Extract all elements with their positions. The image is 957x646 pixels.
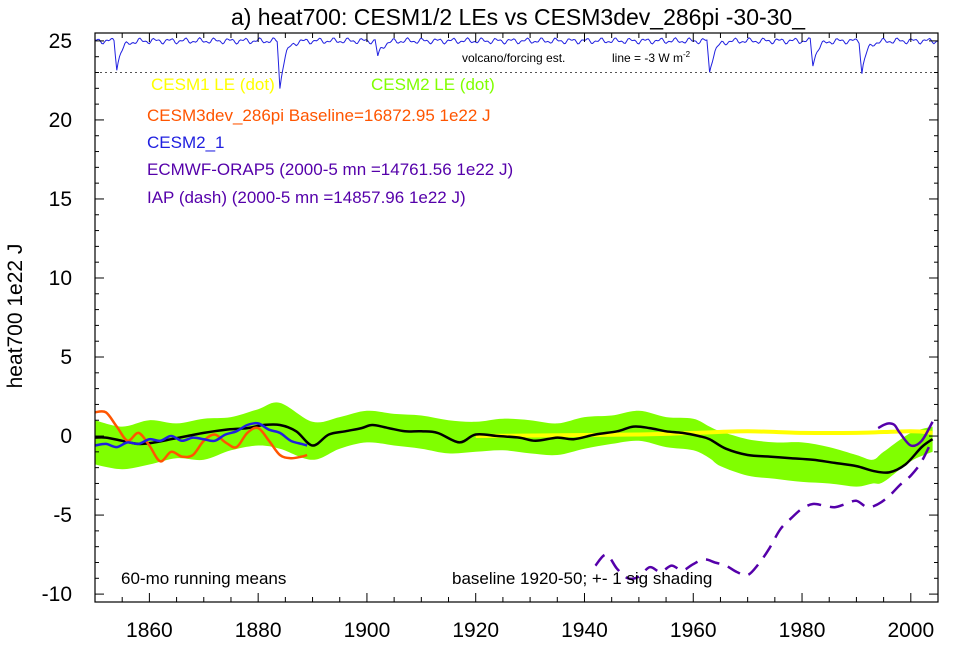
forcing-line-unit-sup: -2 [683,50,691,59]
x-tick-label: 1880 [235,619,282,641]
y-axis-label: heat700 1e22 J [4,244,27,389]
running-means-note: 60-mo running means [121,569,286,588]
x-tick-label: 1980 [779,619,826,641]
y-tick-label: 25 [49,30,72,53]
x-tick-label: 2000 [887,619,934,641]
y-tick-label: 5 [60,346,72,369]
annotations: volcano/forcing est. line = -3 W m-2 60-… [121,50,712,588]
series-iap-line [594,438,934,581]
legend-entry: CESM3dev_286pi Baseline=16872.95 1e22 J [147,106,491,125]
series-cesm1-le-line [475,429,933,438]
y-tick-label: 20 [49,109,72,132]
plot-frame [94,32,939,603]
forcing-line-label: line = -3 W m-2 [612,50,691,65]
y-tick-label: 10 [49,267,72,290]
series-cesm3dev-286pi-line [95,410,308,463]
y-tick-label: -5 [53,504,72,527]
legend-entry: CESM2_1 [147,133,224,152]
x-tick-label: 1900 [344,619,391,641]
x-tick-label: 1860 [126,619,173,641]
baseline-note: baseline 1920-50; +- 1 sig shading [452,569,712,588]
plot-area [95,37,938,581]
x-tick-label: 1960 [670,619,717,641]
legend-entry: IAP (dash) (2000-5 mn =14857.96 1e22 J) [147,188,466,207]
series-cesm2-1-line [95,421,308,449]
axes: 1860 1880 1900 1920 1940 1960 1980 2000 -10 -5 0 5 1… [42,30,939,642]
volcano-forcing-line [95,37,938,89]
legend-entry: CESM1 LE (dot) [151,75,275,94]
y-tick-label: 0 [60,425,72,448]
series-ecmwf-orap5-line [877,421,934,448]
forcing-line-text: line = -3 W m [612,51,683,65]
y-tick-label: -10 [42,583,72,606]
y-tick-label: 15 [49,188,72,211]
series-cesm2-le-spread-band [95,402,933,487]
series-cesm2-le-mean-line [95,423,934,474]
chart-title: a) heat700: CESM1/2 LEs vs CESM3dev_286p… [231,4,806,30]
volcano-label: volcano/forcing est. [462,51,565,65]
plot-content [95,37,938,581]
legend-entry: ECMWF-ORAP5 (2000-5 mn =14761.56 1e22 J) [147,160,513,179]
legend: CESM1 LE (dot) CESM2 LE (dot) CESM3dev_286… [147,75,513,207]
x-tick-label: 1940 [561,619,608,641]
legend-entry: CESM2 LE (dot) [371,75,495,94]
x-tick-label: 1920 [452,619,499,641]
